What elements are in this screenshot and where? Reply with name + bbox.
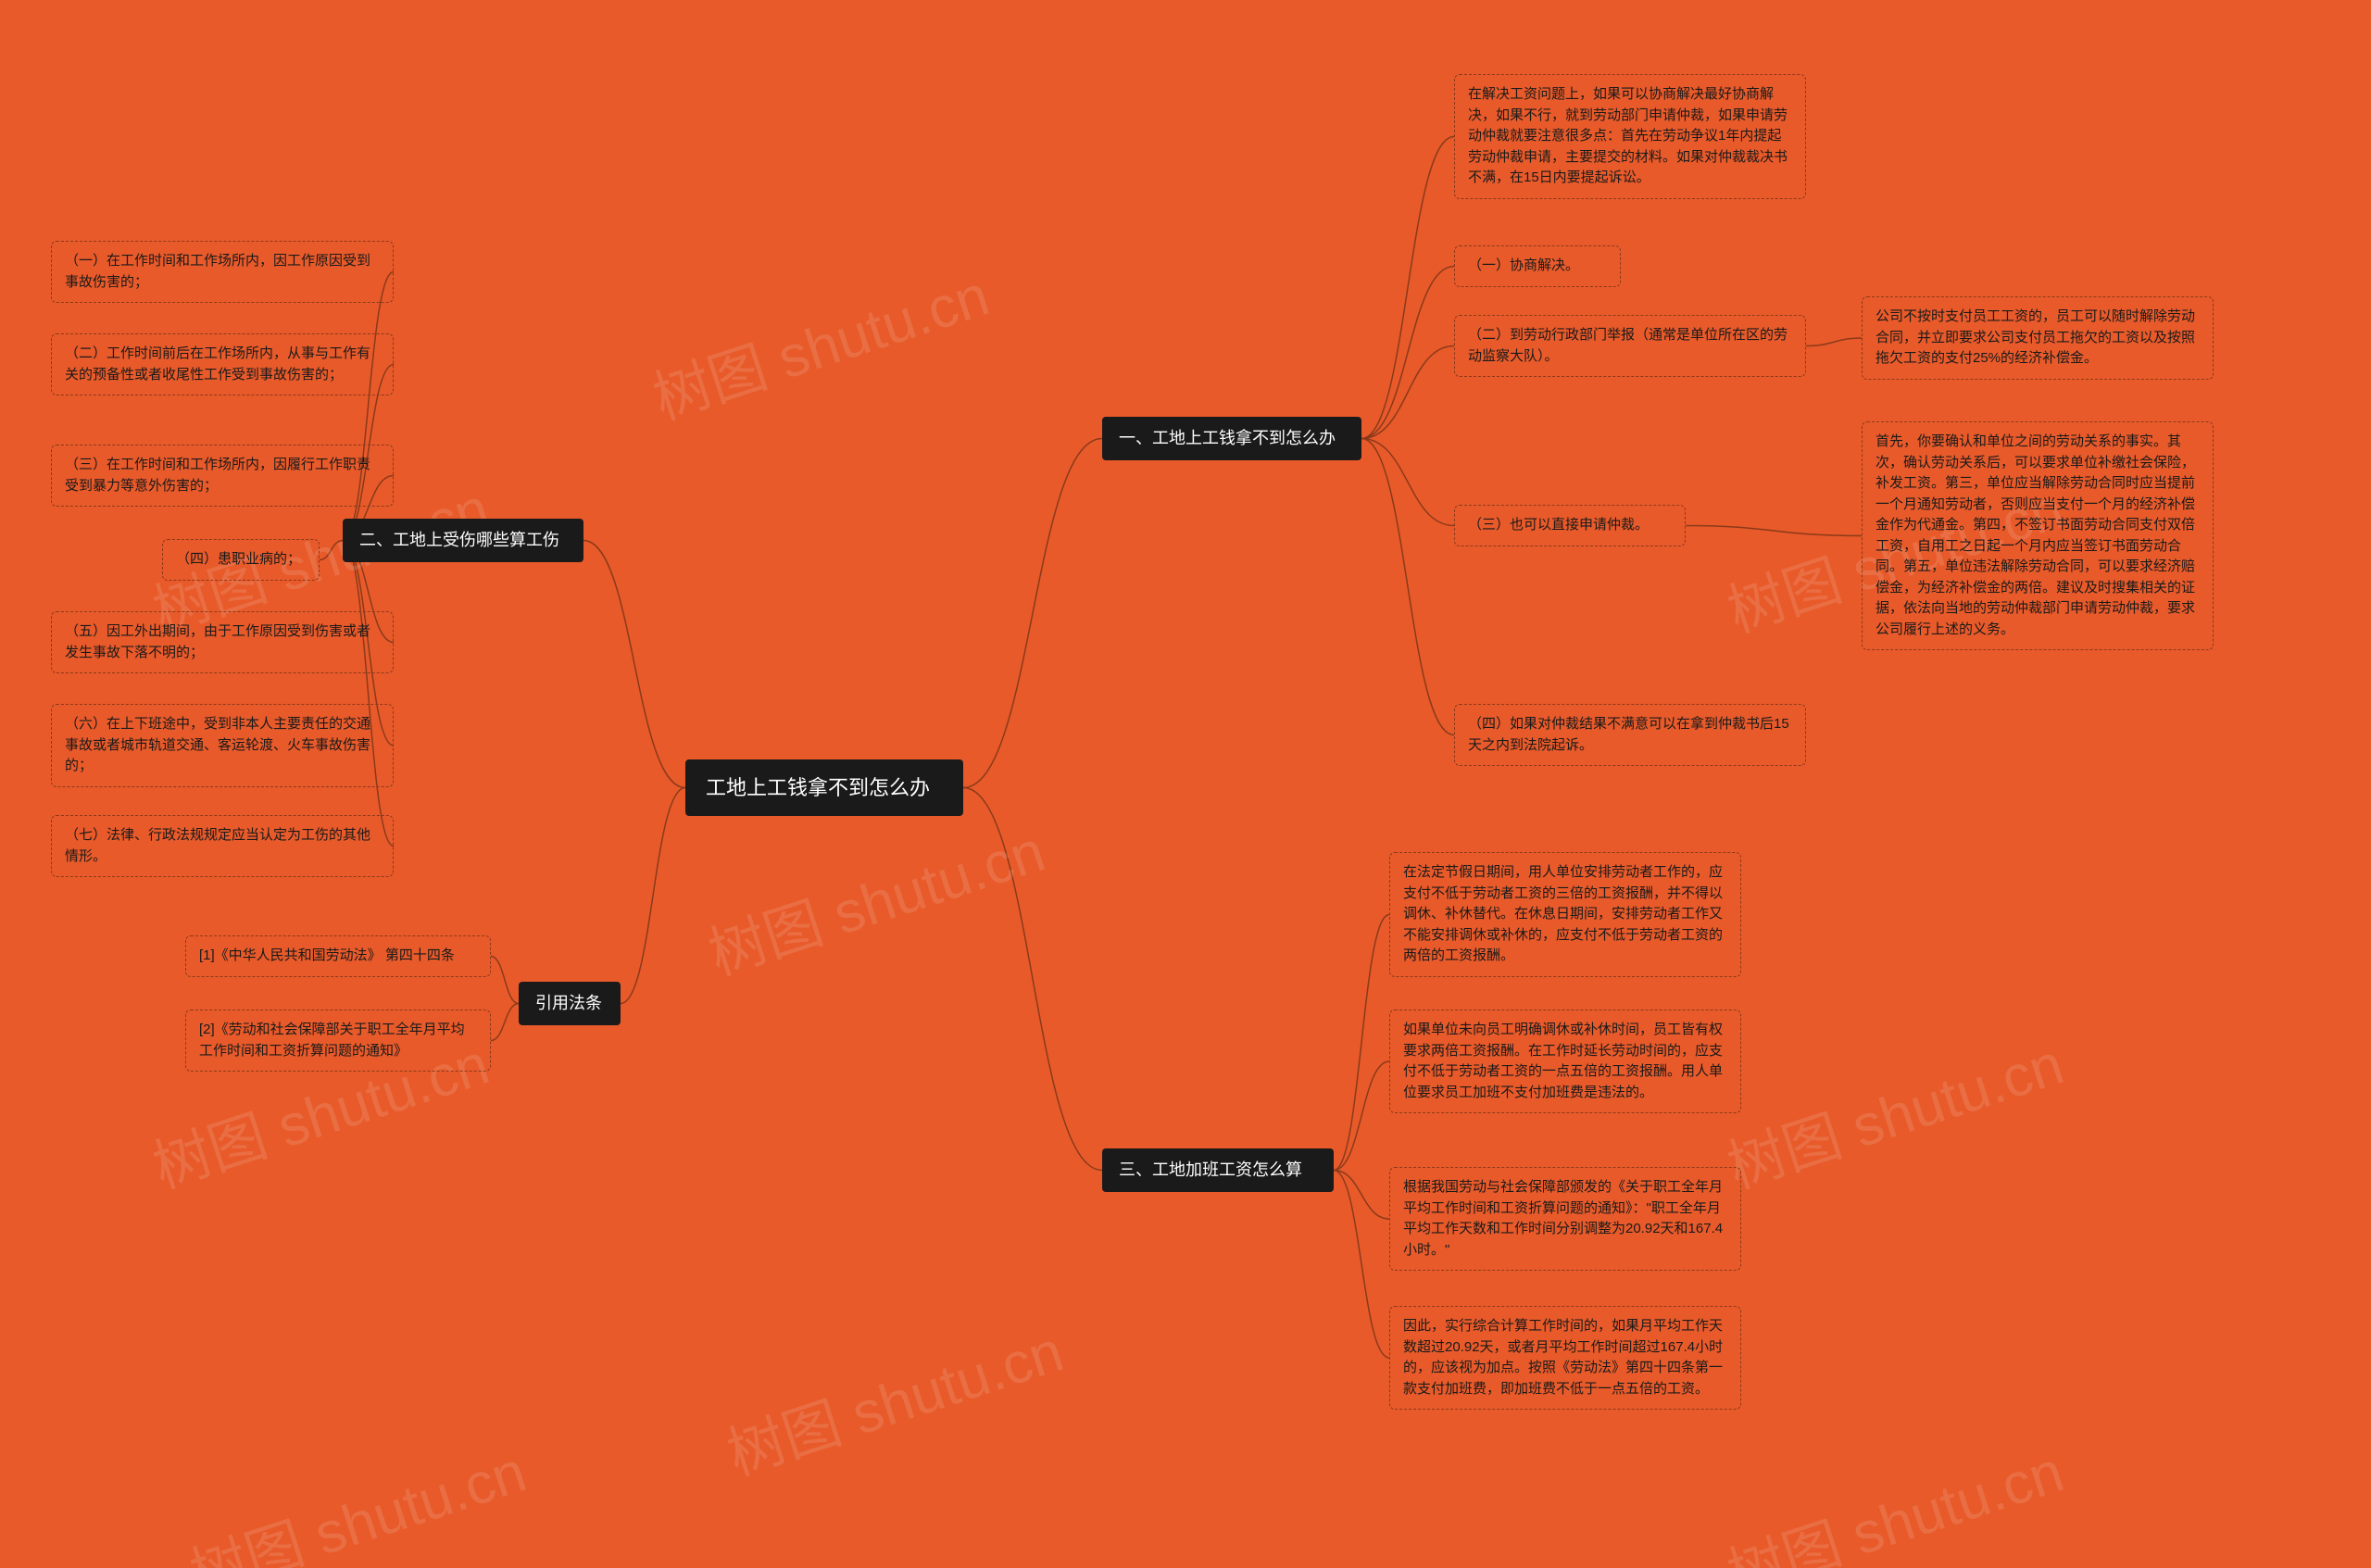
leaf-node: 因此，实行综合计算工作时间的，如果月平均工作天数超过20.92天，或者月平均工作… <box>1389 1306 1741 1410</box>
leaf-node: （七）法律、行政法规规定应当认定为工伤的其他情形。 <box>51 815 394 877</box>
leaf-node: [1]《中华人民共和国劳动法》 第四十四条 <box>185 935 491 977</box>
leaf-node: 在解决工资问题上，如果可以协商解决最好协商解决，如果不行，就到劳动部门申请仲裁，… <box>1454 74 1806 199</box>
leaf-node: （一）在工作时间和工作场所内，因工作原因受到事故伤害的； <box>51 241 394 303</box>
leaf-node: [2]《劳动和社会保障部关于职工全年月平均工作时间和工资折算问题的通知》 <box>185 1010 491 1072</box>
watermark: 树图 shutu.cn <box>1715 1017 2072 1204</box>
branch-node[interactable]: 一、工地上工钱拿不到怎么办 <box>1102 417 1361 460</box>
leaf-node: （一）协商解决。 <box>1454 245 1621 287</box>
leaf-node: （四）患职业病的； <box>162 539 320 581</box>
watermark: 树图 shutu.cn <box>715 1304 1072 1491</box>
watermark: 树图 shutu.cn <box>696 804 1053 991</box>
leaf-node: （三）也可以直接申请仲裁。 <box>1454 505 1686 546</box>
root-node[interactable]: 工地上工钱拿不到怎么办 <box>685 759 963 816</box>
leaf-node: 在法定节假日期间，用人单位安排劳动者工作的，应支付不低于劳动者工资的三倍的工资报… <box>1389 852 1741 977</box>
leaf-node: 如果单位未向员工明确调休或补休时间，员工皆有权要求两倍工资报酬。在工作时延长劳动… <box>1389 1010 1741 1113</box>
branch-node[interactable]: 引用法条 <box>519 982 621 1025</box>
watermark: 树图 shutu.cn <box>178 1424 534 1568</box>
leaf-node: （二）工作时间前后在工作场所内，从事与工作有关的预备性或者收尾性工作受到事故伤害… <box>51 333 394 395</box>
leaf-node: （六）在上下班途中，受到非本人主要责任的交通事故或者城市轨道交通、客运轮渡、火车… <box>51 704 394 787</box>
mindmap-canvas: 树图 shutu.cn 树图 shutu.cn 树图 shutu.cn 树图 shut… <box>0 0 2371 1568</box>
branch-node[interactable]: 三、工地加班工资怎么算 <box>1102 1148 1334 1192</box>
leaf-node: （三）在工作时间和工作场所内，因履行工作职责受到暴力等意外伤害的； <box>51 445 394 507</box>
watermark: 树图 shutu.cn <box>641 248 997 435</box>
leaf-node: （四）如果对仲裁结果不满意可以在拿到仲裁书后15天之内到法院起诉。 <box>1454 704 1806 766</box>
watermark: 树图 shutu.cn <box>1715 1424 2072 1568</box>
branch-node[interactable]: 二、工地上受伤哪些算工伤 <box>343 519 583 562</box>
leaf-node: 首先，你要确认和单位之间的劳动关系的事实。其次，确认劳动关系后，可以要求单位补缴… <box>1862 421 2214 650</box>
leaf-node: （二）到劳动行政部门举报（通常是单位所在区的劳动监察大队）。 <box>1454 315 1806 377</box>
leaf-node: （五）因工外出期间，由于工作原因受到伤害或者发生事故下落不明的； <box>51 611 394 673</box>
leaf-node: 根据我国劳动与社会保障部颁发的《关于职工全年月平均工作时间和工资折算问题的通知》… <box>1389 1167 1741 1271</box>
leaf-node: 公司不按时支付员工工资的，员工可以随时解除劳动合同，并立即要求公司支付员工拖欠的… <box>1862 296 2214 380</box>
